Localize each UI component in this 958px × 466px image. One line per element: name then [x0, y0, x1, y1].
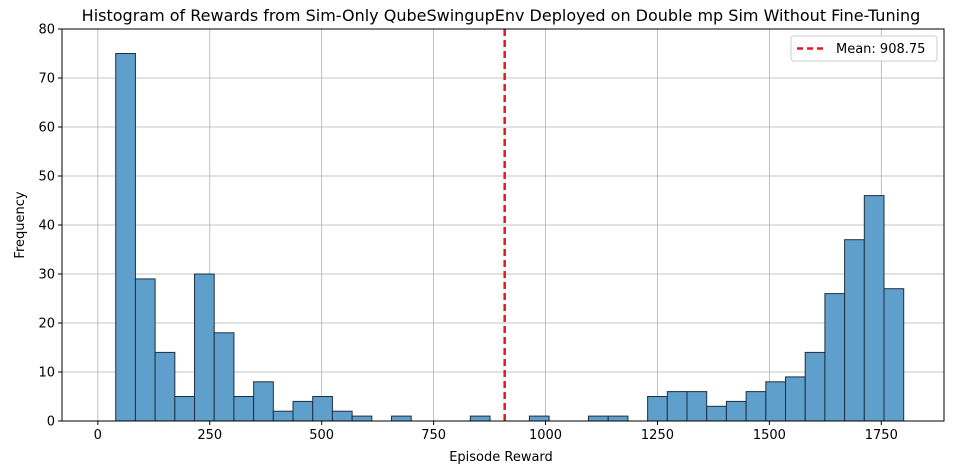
x-tick-label: 1750	[865, 428, 898, 443]
y-tick-label: 70	[38, 72, 55, 87]
x-tick-label: 750	[421, 428, 446, 443]
histogram-bar	[706, 405, 727, 422]
histogram-bar	[253, 381, 274, 422]
histogram-bar	[194, 273, 215, 422]
x-tick-label: 1500	[753, 428, 786, 443]
histogram-bar	[331, 410, 353, 422]
histogram-bar	[528, 415, 550, 422]
histogram-bar	[272, 410, 294, 422]
histogram-bar	[115, 53, 136, 422]
histogram-bar	[469, 415, 491, 422]
histogram-bar	[312, 396, 333, 422]
histogram-bar	[588, 415, 609, 422]
x-axis-label: Episode Reward	[449, 450, 553, 465]
histogram-bar	[745, 391, 767, 422]
histogram-bar	[134, 278, 156, 422]
legend: Mean: 908.75	[790, 35, 938, 62]
chart-title: Histogram of Rewards from Sim-Only QubeS…	[82, 6, 921, 25]
histogram-bar	[725, 400, 747, 422]
legend-mean-label: Mean: 908.75	[836, 42, 925, 57]
x-axis-ticks: 0 250 500 750 1000 1250 1500 1750	[94, 421, 898, 443]
x-tick-label: 250	[197, 428, 222, 443]
histogram-bar	[351, 415, 373, 422]
histogram-bar	[863, 195, 885, 422]
histogram-bar	[233, 396, 255, 422]
bars	[115, 53, 905, 422]
y-tick-label: 0	[47, 415, 55, 430]
histogram-bar	[292, 400, 314, 422]
x-tick-label: 500	[309, 428, 334, 443]
histogram-bar	[765, 381, 787, 422]
histogram-bar	[647, 396, 668, 422]
x-tick-label: 1000	[529, 428, 562, 443]
y-tick-label: 40	[38, 219, 55, 234]
y-tick-label: 20	[38, 317, 55, 332]
histogram-bar	[686, 391, 708, 422]
histogram-bar	[174, 396, 196, 422]
y-tick-label: 60	[38, 121, 55, 136]
y-tick-label: 80	[38, 23, 55, 38]
y-tick-label: 50	[38, 170, 55, 185]
histogram-bar	[824, 293, 846, 422]
histogram-bar	[154, 351, 176, 422]
y-axis-label: Frequency	[13, 191, 28, 258]
y-axis-ticks: 0 10 20 30 40 50 60 70 80	[38, 23, 62, 430]
histogram-bar	[666, 391, 688, 422]
histogram-bar	[391, 415, 412, 422]
y-tick-label: 30	[38, 268, 55, 283]
histogram-bar	[844, 239, 865, 422]
histogram-bar	[804, 351, 826, 422]
y-tick-label: 10	[38, 366, 55, 381]
histogram-bar	[883, 288, 905, 422]
legend-box	[790, 35, 938, 62]
histogram-bar	[213, 332, 235, 422]
x-tick-label: 0	[94, 428, 102, 443]
x-tick-label: 1250	[641, 428, 674, 443]
histogram-bar	[785, 376, 806, 422]
histogram-bar	[607, 415, 629, 422]
